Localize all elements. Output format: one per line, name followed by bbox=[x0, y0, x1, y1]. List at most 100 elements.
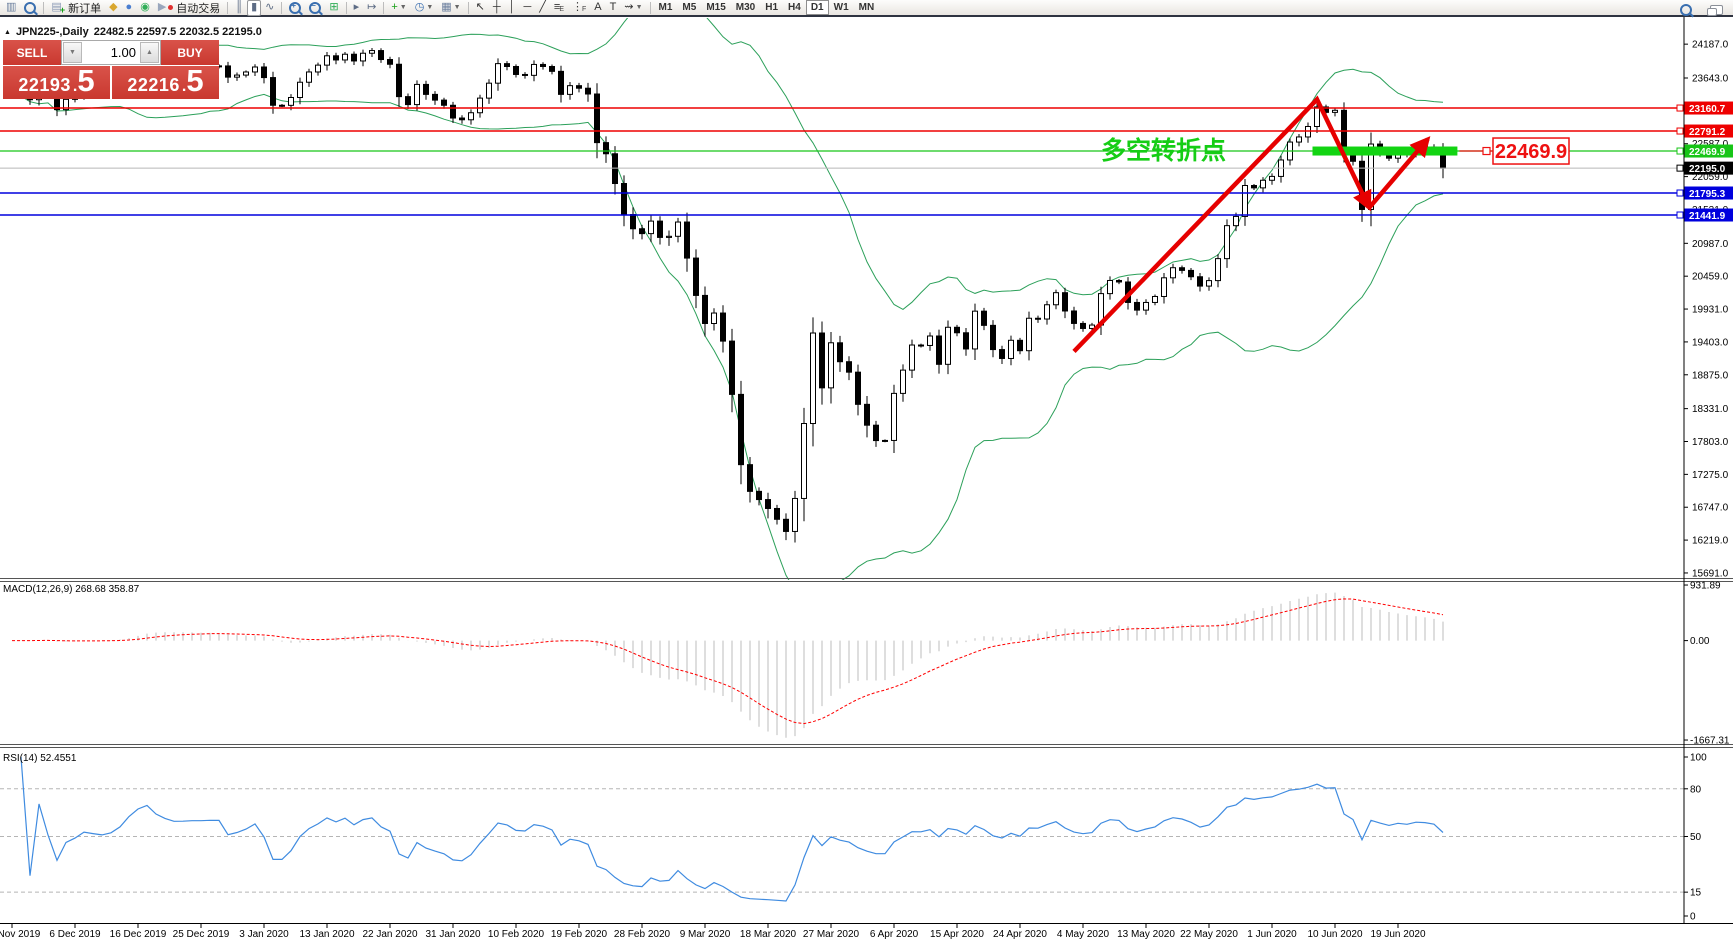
price-digit: 5 bbox=[186, 63, 204, 98]
chevron-down-icon[interactable]: ▼ bbox=[426, 4, 434, 11]
experts-icon[interactable]: ● bbox=[122, 0, 137, 16]
timeframe-button-m5[interactable]: M5 bbox=[682, 2, 697, 13]
chevron-down-icon[interactable]: ▼ bbox=[635, 4, 643, 11]
candle-body bbox=[504, 63, 510, 67]
horizontal-line-icon[interactable]: ─ bbox=[519, 0, 535, 16]
rsi-panel[interactable] bbox=[0, 756, 1684, 902]
timeframe-button-h1[interactable]: H1 bbox=[765, 2, 779, 13]
date-tick-label: 4 May 2020 bbox=[1057, 929, 1110, 940]
candle-body bbox=[243, 71, 249, 76]
chart-shift-icon[interactable]: ↦ bbox=[363, 0, 380, 16]
bar-chart-icon[interactable]: ║ bbox=[231, 0, 247, 16]
sell-button[interactable]: SELL bbox=[3, 40, 61, 65]
level-handle[interactable] bbox=[1676, 164, 1684, 172]
trend-arrow[interactable] bbox=[1072, 95, 1372, 353]
main-chart-panel[interactable] bbox=[9, 0, 1446, 594]
cursor-icon[interactable]: ↖ bbox=[472, 0, 489, 16]
date-tick-label: 22 May 2020 bbox=[1180, 929, 1238, 940]
vertical-line-icon[interactable]: │ bbox=[505, 0, 520, 16]
callout-handle[interactable] bbox=[1482, 146, 1491, 156]
timeframe-button-w1[interactable]: W1 bbox=[833, 2, 849, 13]
tool-sub-letter: E bbox=[559, 6, 564, 13]
arrows-icon[interactable]: ⇝ ▼ bbox=[620, 0, 646, 16]
volume-input[interactable]: 1.00 bbox=[110, 45, 136, 60]
autotrading-stopped-dot bbox=[168, 5, 174, 10]
candle-body bbox=[387, 59, 393, 65]
timeframe-button-m15[interactable]: M15 bbox=[706, 2, 726, 13]
candle-body bbox=[1053, 292, 1059, 306]
level-handle[interactable] bbox=[1676, 147, 1684, 155]
level-handle[interactable] bbox=[1676, 189, 1684, 197]
trend-arrow[interactable] bbox=[1367, 136, 1431, 210]
templates-icon[interactable]: ▦ ▼ bbox=[437, 0, 464, 16]
price-tick-label: 23643.0 bbox=[1692, 74, 1729, 85]
rsi-tick-label: 100 bbox=[1690, 753, 1707, 764]
buy-price[interactable]: 22216. 5 bbox=[112, 63, 219, 99]
candle-body bbox=[468, 112, 474, 121]
candle-body bbox=[972, 310, 978, 350]
callout-box[interactable] bbox=[1492, 137, 1570, 165]
auto-scroll-icon[interactable]: ▸ bbox=[350, 0, 364, 16]
level-handle[interactable] bbox=[1676, 104, 1684, 112]
candle-body bbox=[909, 344, 915, 371]
chevron-down-icon[interactable]: ▼ bbox=[399, 4, 407, 11]
candlestick-chart-icon[interactable]: ▮ bbox=[247, 0, 262, 16]
candle-body bbox=[774, 507, 780, 520]
buy-button[interactable]: BUY bbox=[161, 40, 219, 65]
chat-icon[interactable] bbox=[1706, 2, 1727, 18]
candle-body bbox=[540, 63, 546, 67]
periods-icon[interactable]: ◷ ▼ bbox=[411, 0, 438, 16]
level-handle[interactable] bbox=[1676, 211, 1684, 219]
volume-decrease-button[interactable]: ▼ bbox=[63, 42, 82, 63]
candle-body bbox=[567, 85, 573, 95]
candle-body bbox=[441, 99, 447, 106]
candle-body bbox=[693, 257, 699, 296]
date-tick-label: 6 Dec 2019 bbox=[49, 929, 101, 940]
highlight-bar[interactable] bbox=[1312, 146, 1458, 156]
candle-body bbox=[360, 52, 366, 62]
chevron-down-icon[interactable]: ▼ bbox=[453, 4, 461, 11]
candle-body bbox=[630, 214, 636, 230]
candle-body bbox=[837, 342, 843, 363]
cursor-icon: ↖ bbox=[475, 1, 485, 13]
zoom-out-icon[interactable]: – bbox=[305, 0, 325, 16]
signals-icon: ◉ bbox=[140, 1, 150, 13]
text-icon[interactable]: A bbox=[590, 0, 605, 16]
sell-price[interactable]: 22193. 5 bbox=[3, 65, 110, 99]
symbol-collapse-arrow[interactable]: ▲ bbox=[4, 28, 11, 36]
candle-body bbox=[351, 53, 357, 62]
signals-icon[interactable]: ◉ bbox=[136, 0, 154, 16]
timeframe-button-h4[interactable]: H4 bbox=[788, 2, 801, 13]
new-order-button[interactable]: ▤ + 新订单 bbox=[47, 0, 105, 16]
turning-point-text[interactable]: 多空转折点 bbox=[1101, 136, 1226, 165]
volume-increase-button[interactable]: ▲ bbox=[140, 42, 159, 63]
axis-price-label bbox=[1684, 186, 1733, 200]
fibonacci-icon[interactable]: ≡ E bbox=[550, 0, 568, 16]
timeframe-button-m1[interactable]: M1 bbox=[658, 2, 673, 13]
zoom-in-icon[interactable]: + bbox=[285, 0, 305, 16]
timeframe-button-d1[interactable]: D1 bbox=[805, 0, 829, 15]
label-icon[interactable]: T bbox=[606, 0, 621, 16]
date-axis[interactable]: 27 Nov 2019 6 Dec 2019 16 Dec 2019 25 Dec 2… bbox=[0, 924, 1426, 940]
tile-windows-icon[interactable]: ⊞ bbox=[325, 0, 342, 16]
level-handle[interactable] bbox=[1676, 127, 1684, 135]
indicators-icon[interactable]: + ▼ bbox=[387, 0, 410, 16]
autotrading-button[interactable]: ▶ 自动交易 bbox=[154, 0, 224, 16]
new-chart-icon[interactable]: ▥ bbox=[2, 0, 20, 16]
metaeditor-icon[interactable]: ◆ bbox=[105, 0, 121, 16]
timeframe-button-m30[interactable]: M30 bbox=[735, 2, 756, 13]
candle-body bbox=[747, 464, 753, 492]
timeframe-button-mn[interactable]: MN bbox=[858, 2, 875, 13]
trendline-icon[interactable]: ╱ bbox=[535, 0, 550, 16]
macd-panel[interactable] bbox=[12, 592, 1444, 738]
bollinger-lower-band bbox=[11, 93, 1444, 580]
crosshair-icon[interactable]: ┼ bbox=[489, 0, 505, 16]
candle-body bbox=[846, 361, 852, 373]
search-icon[interactable] bbox=[1676, 2, 1696, 18]
candle-body bbox=[405, 96, 411, 106]
chart-search-icon[interactable] bbox=[20, 0, 40, 16]
channels-icon[interactable]: ⋮ F bbox=[568, 0, 590, 16]
line-chart-icon[interactable]: ∿ bbox=[261, 0, 278, 16]
